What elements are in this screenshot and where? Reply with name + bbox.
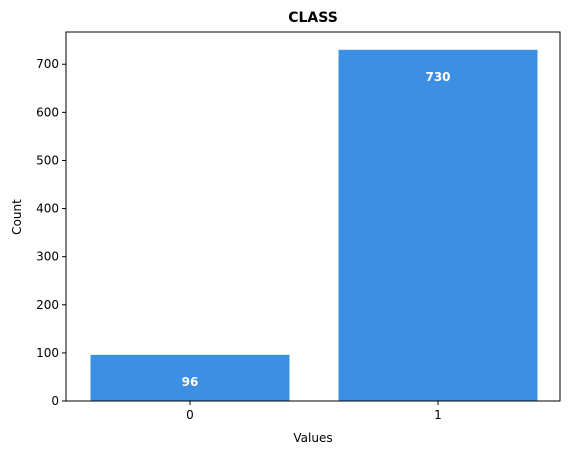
bar-1 [338,49,538,401]
y-tick-label: 600 [36,105,59,119]
y-tick-label: 0 [51,394,59,408]
x-tick-label: 1 [434,408,442,422]
y-tick-label: 700 [36,57,59,71]
y-axis-label: Count [10,199,24,235]
x-axis-label: Values [293,431,332,445]
chart-title: CLASS [288,10,338,26]
y-tick-label: 300 [36,250,59,264]
y-axis-ticks: 0 100 200 300 400 500 600 700 [36,57,66,408]
bar-value-label-1: 730 [425,70,450,84]
bar-labels-group: 96 730 [182,70,451,389]
y-tick-label: 400 [36,202,59,216]
y-tick-label: 500 [36,153,59,167]
x-tick-label: 0 [186,408,194,422]
bar-0 [90,354,290,401]
y-tick-label: 100 [36,346,59,360]
bars-group [90,49,538,401]
y-tick-label: 200 [36,298,59,312]
bar-value-label-0: 96 [182,375,199,389]
plot-frame [65,31,561,402]
